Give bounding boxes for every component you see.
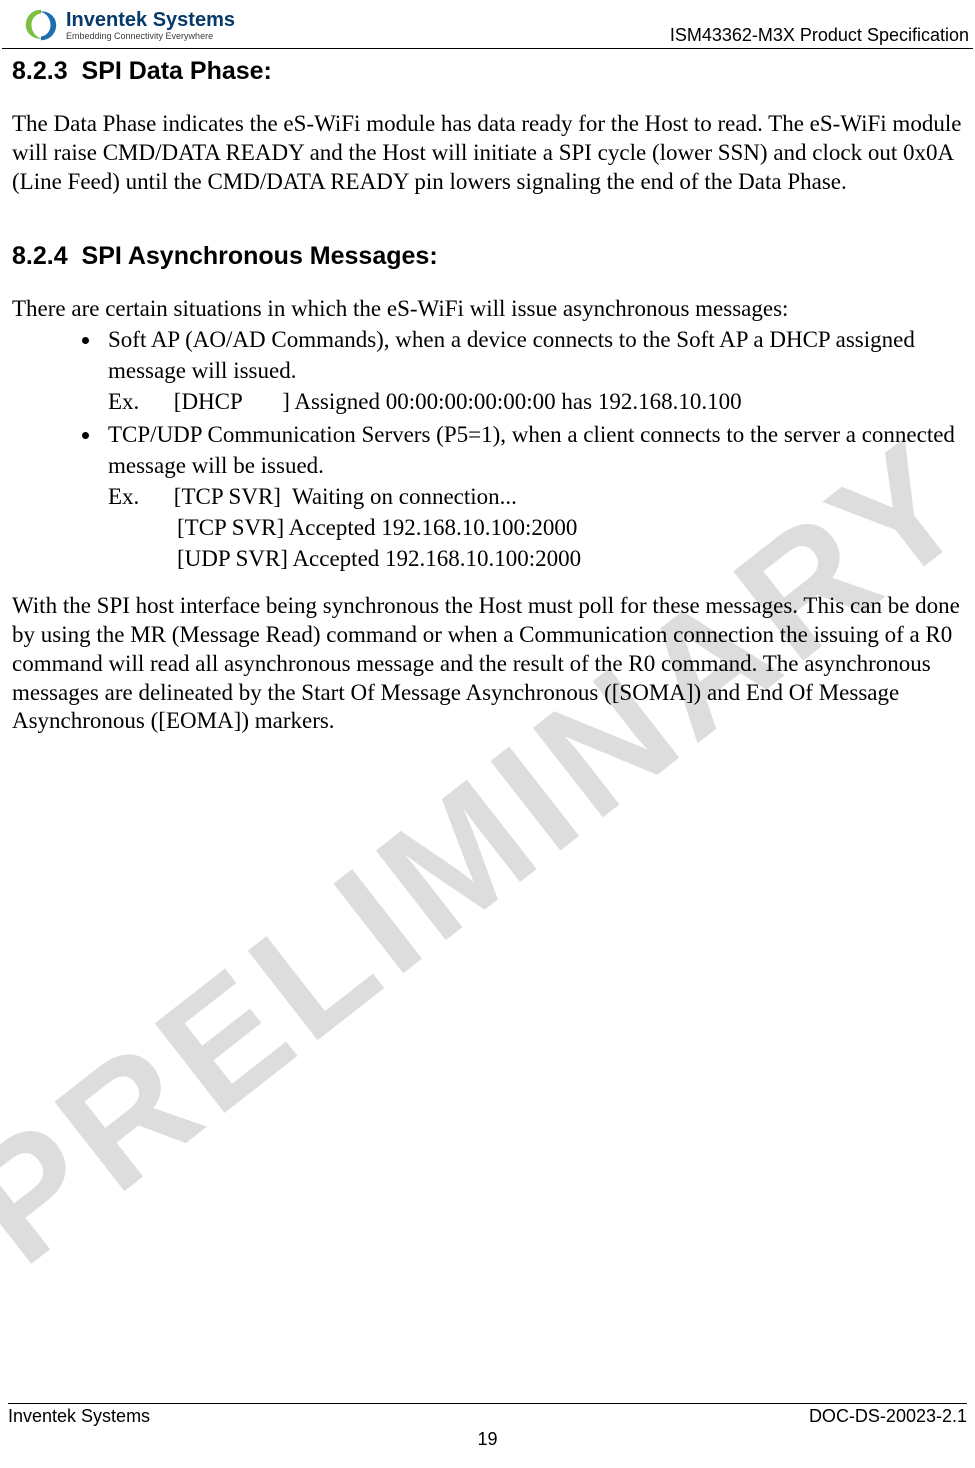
page-footer: Inventek Systems DOC-DS-20023-2.1 19 [0,1403,975,1450]
section-823-heading: 8.2.3 SPI Data Phase: [12,57,965,86]
bullet-tcpudp-ex0: Ex. [TCP SVR] Waiting on connection... [108,481,965,512]
section-824-bullets: Soft AP (AO/AD Commands), when a device … [12,324,965,574]
section-823-number: 8.2.3 [12,57,68,85]
footer-left: Inventek Systems [8,1406,150,1427]
section-824-number: 8.2.4 [12,242,68,270]
logo-tagline: Embedding Connectivity Everywhere [66,32,235,41]
logo: Inventek Systems Embedding Connectivity … [22,6,235,48]
section-824-heading: 8.2.4 SPI Asynchronous Messages: [12,242,965,271]
footer-right: DOC-DS-20023-2.1 [809,1406,967,1427]
page-header: Inventek Systems Embedding Connectivity … [2,0,973,49]
section-824-closing: With the SPI host interface being synchr… [12,592,965,736]
logo-company: Inventek Systems [66,10,235,30]
section-824-intro: There are certain situations in which th… [12,295,965,324]
section-823-paragraph: The Data Phase indicates the eS-WiFi mod… [12,110,965,196]
logo-swirl-icon [22,6,60,44]
footer-page-number: 19 [6,1429,969,1450]
bullet-softap-text: Soft AP (AO/AD Commands), when a device … [108,327,915,383]
bullet-softap-ex0: Ex. [DHCP ] Assigned 00:00:00:00:00:00 h… [108,386,965,417]
section-823-title: SPI Data Phase: [82,57,272,85]
header-doc-title: ISM43362-M3X Product Specification [670,25,971,48]
document-body: 8.2.3 SPI Data Phase: The Data Phase ind… [0,53,975,736]
section-824-title: SPI Asynchronous Messages: [82,242,438,270]
bullet-tcpudp-ex2: [UDP SVR] Accepted 192.168.10.100:2000 [108,543,965,574]
bullet-tcpudp-ex1: [TCP SVR] Accepted 192.168.10.100:2000 [108,512,965,543]
bullet-tcpudp: TCP/UDP Communication Servers (P5=1), wh… [102,419,965,574]
bullet-tcpudp-text: TCP/UDP Communication Servers (P5=1), wh… [108,422,955,478]
bullet-softap: Soft AP (AO/AD Commands), when a device … [102,324,965,417]
